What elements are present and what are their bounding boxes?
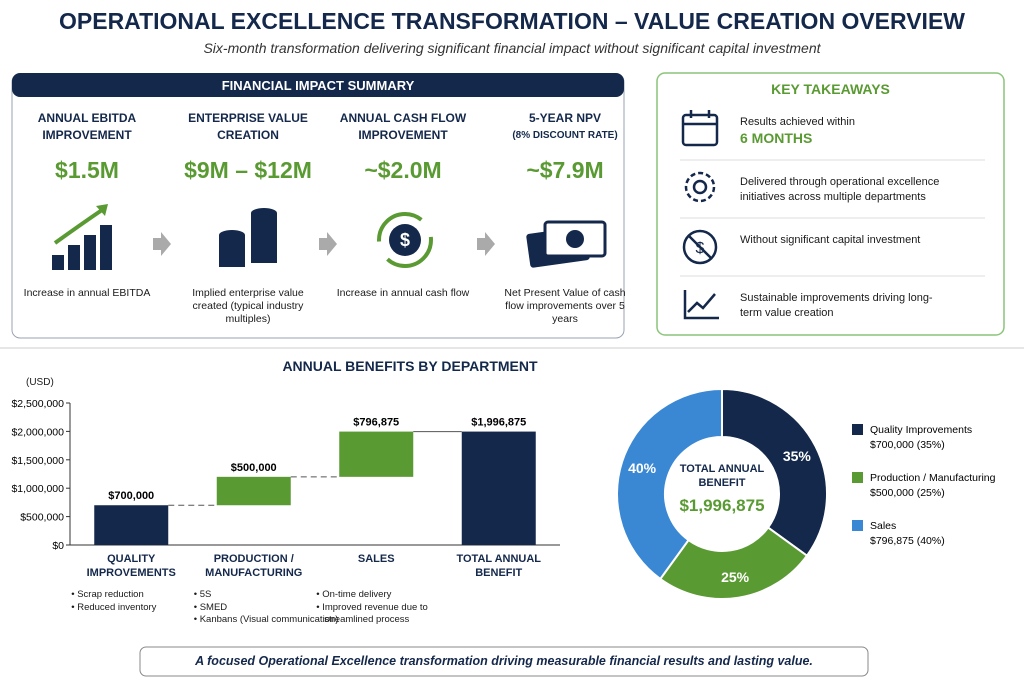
category-note: • 5S [193, 589, 212, 600]
impact-header-bar [12, 73, 624, 97]
impact-item-value: $1.5M [55, 157, 119, 183]
takeaway-text: Delivered through operational excellence… [740, 176, 940, 203]
x-tick-label: SALES [357, 553, 395, 565]
takeaway-text: Sustainable improvements driving long-te… [740, 292, 933, 319]
y-tick-label: $0 [52, 540, 64, 552]
legend-swatch [852, 472, 863, 483]
footer: A focused Operational Excellence transfo… [195, 654, 813, 668]
impact-item-note: (8% DISCOUNT RATE) [512, 130, 618, 141]
value-label: $796,875 [353, 417, 399, 429]
legend-name: Production / Manufacturing [870, 472, 996, 484]
category-note: • SMED [193, 601, 228, 613]
icon-no-dollar: $ [682, 229, 718, 265]
impact-item-description: Increase in annual cash flow [336, 287, 470, 299]
svg-text:$: $ [400, 230, 410, 250]
category-note: • Scrap reduction [71, 589, 144, 600]
donut-slice [658, 526, 809, 600]
impact-item-description: Implied enterprise value created (typica… [192, 287, 304, 325]
impact-item-description: Increase in annual EBITDA [23, 287, 151, 299]
y-tick-label: $2,500,000 [11, 398, 64, 410]
impact-item-title: ANNUAL EBITDA IMPROVEMENT [37, 111, 137, 142]
takeaways-panel [656, 72, 1005, 336]
y-tick-label: $2,000,000 [11, 426, 64, 438]
x-tick-label: QUALITY IMPROVEMENTS [86, 553, 176, 579]
legend-detail: $796,875 (40%) [870, 535, 945, 547]
impact-item-value: $9M – $12M [184, 157, 312, 183]
impact-item-description: Net Present Value of cash flow improveme… [504, 287, 626, 325]
takeaway-text: Without significant capital investment [740, 234, 921, 246]
category-note: • Improved revenue due to streamlined pr… [316, 601, 428, 625]
takeaway-text: Results achieved within [740, 116, 855, 128]
takeaways-title: KEY TAKEAWAYS [771, 81, 890, 97]
impact-item-title: 5-YEAR NPV [528, 111, 602, 125]
svg-text:$: $ [696, 240, 705, 257]
category-note: • Reduced inventory [71, 601, 157, 613]
bar [94, 505, 169, 545]
y-axis-label: (USD) [26, 377, 54, 388]
slice-label: 25% [721, 569, 750, 585]
legend-detail: $700,000 (35%) [870, 439, 945, 451]
value-label: $500,000 [231, 462, 277, 474]
footer-box [139, 646, 869, 677]
legend-name: Quality Improvements [870, 424, 972, 436]
icon-trend [683, 290, 719, 320]
slice-label: 40% [628, 460, 657, 476]
x-tick-label: PRODUCTION / MANUFACTURING [205, 553, 303, 579]
impact-item-title: ENTERPRISE VALUE CREATION [188, 111, 308, 142]
bar [461, 431, 536, 545]
y-tick-label: $1,500,000 [11, 455, 64, 467]
donut-center-value: $1,996,875 [679, 496, 765, 515]
x-tick-label: TOTAL ANNUAL BENEFIT [456, 553, 542, 579]
takeaway-highlight: 6 MONTHS [740, 130, 813, 146]
value-label: $700,000 [108, 490, 154, 502]
donut-slice [721, 387, 828, 558]
legend-swatch [852, 520, 863, 531]
slice-label: 35% [783, 448, 812, 464]
title: OPERATIONAL EXCELLENCE TRANSFORMATION – … [59, 8, 965, 34]
legend-swatch [852, 424, 863, 435]
donut-center-title: TOTAL ANNUAL BENEFIT [679, 463, 765, 489]
impact-item-title: ANNUAL CASH FLOW IMPROVEMENT [339, 111, 467, 142]
y-tick-label: $1,000,000 [11, 483, 64, 495]
icon-money [526, 220, 607, 268]
icon-gear [684, 171, 716, 203]
impact-title: FINANCIAL IMPACT SUMMARY [221, 78, 415, 93]
icon-cashflow: $ [377, 212, 433, 268]
icon-coins [219, 208, 277, 267]
bar [216, 476, 291, 506]
value-label: $1,996,875 [471, 417, 526, 429]
takeaway-separators [680, 159, 985, 277]
impact-item-value: ~$2.0M [364, 157, 442, 183]
chart-title: ANNUAL BENEFITS BY DEPARTMENT [282, 358, 538, 374]
legend-name: Sales [870, 520, 896, 532]
category-note: • On-time delivery [316, 589, 392, 600]
subtitle: Six-month transformation delivering sign… [203, 40, 821, 56]
icon-calendar [681, 110, 719, 147]
y-tick-label: $500,000 [20, 512, 64, 524]
icon-ebitda [52, 204, 112, 270]
donut-slice [616, 387, 723, 581]
arrows [153, 232, 495, 256]
category-note: • Kanbans (Visual communication) [193, 614, 339, 625]
legend-detail: $500,000 (25%) [870, 487, 945, 499]
impact-item-value: ~$7.9M [526, 157, 604, 183]
bar [339, 431, 414, 477]
